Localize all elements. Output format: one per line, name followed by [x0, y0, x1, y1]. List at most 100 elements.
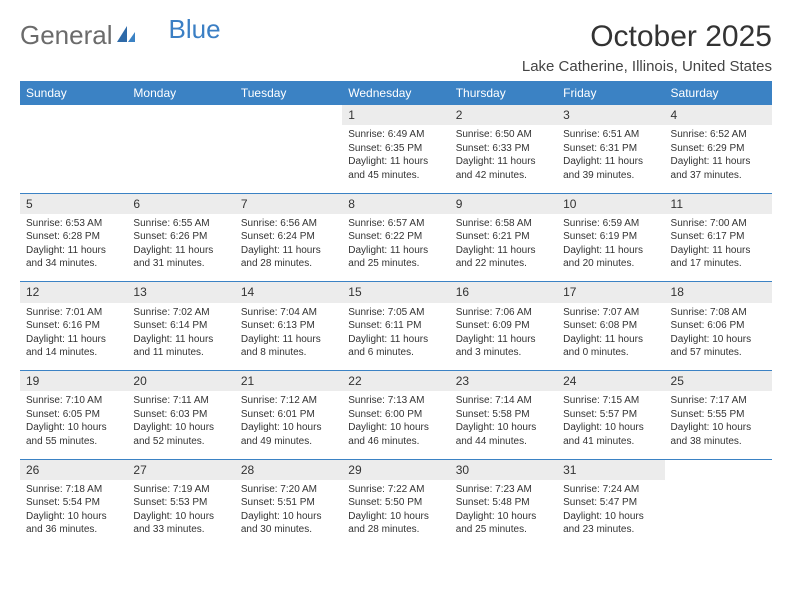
day-data-cell: Sunrise: 6:49 AMSunset: 6:35 PMDaylight:…	[342, 125, 449, 193]
sunset-text: Sunset: 5:50 PM	[348, 496, 443, 510]
day-data-cell: Sunrise: 6:59 AMSunset: 6:19 PMDaylight:…	[557, 214, 664, 282]
sunrise-text: Sunrise: 6:55 AM	[133, 217, 228, 231]
sunrise-text: Sunrise: 7:01 AM	[26, 306, 121, 320]
sunset-text: Sunset: 6:11 PM	[348, 319, 443, 333]
daylight-text: Daylight: 11 hours and 22 minutes.	[456, 244, 551, 271]
day-data-cell: Sunrise: 7:23 AMSunset: 5:48 PMDaylight:…	[450, 480, 557, 548]
sunset-text: Sunset: 6:21 PM	[456, 230, 551, 244]
day-data-cell: Sunrise: 7:17 AMSunset: 5:55 PMDaylight:…	[665, 391, 772, 459]
logo-text-general: General	[20, 20, 113, 51]
sunrise-text: Sunrise: 7:19 AM	[133, 483, 228, 497]
location-subtitle: Lake Catherine, Illinois, United States	[522, 58, 772, 75]
day-data-cell: Sunrise: 7:07 AMSunset: 6:08 PMDaylight:…	[557, 303, 664, 371]
sunrise-text: Sunrise: 7:10 AM	[26, 394, 121, 408]
day-data-cell: Sunrise: 7:10 AMSunset: 6:05 PMDaylight:…	[20, 391, 127, 459]
daylight-text: Daylight: 10 hours and 36 minutes.	[26, 510, 121, 537]
daylight-text: Daylight: 10 hours and 41 minutes.	[563, 421, 658, 448]
sunset-text: Sunset: 6:29 PM	[671, 142, 766, 156]
day-number-cell	[665, 459, 772, 480]
sunrise-text: Sunrise: 7:05 AM	[348, 306, 443, 320]
weekday-header: Thursday	[450, 81, 557, 105]
daylight-text: Daylight: 10 hours and 55 minutes.	[26, 421, 121, 448]
day-data-cell: Sunrise: 6:55 AMSunset: 6:26 PMDaylight:…	[127, 214, 234, 282]
day-data-cell: Sunrise: 6:58 AMSunset: 6:21 PMDaylight:…	[450, 214, 557, 282]
sunrise-text: Sunrise: 7:15 AM	[563, 394, 658, 408]
day-data-cell: Sunrise: 7:08 AMSunset: 6:06 PMDaylight:…	[665, 303, 772, 371]
daylight-text: Daylight: 10 hours and 25 minutes.	[456, 510, 551, 537]
sunset-text: Sunset: 5:51 PM	[241, 496, 336, 510]
weekday-header: Sunday	[20, 81, 127, 105]
day-data-cell: Sunrise: 7:06 AMSunset: 6:09 PMDaylight:…	[450, 303, 557, 371]
sunset-text: Sunset: 6:01 PM	[241, 408, 336, 422]
sunset-text: Sunset: 5:55 PM	[671, 408, 766, 422]
day-data-cell: Sunrise: 7:18 AMSunset: 5:54 PMDaylight:…	[20, 480, 127, 548]
calendar-body: 1234Sunrise: 6:49 AMSunset: 6:35 PMDayli…	[20, 105, 772, 548]
day-data-cell: Sunrise: 7:14 AMSunset: 5:58 PMDaylight:…	[450, 391, 557, 459]
day-data-cell	[235, 125, 342, 193]
day-number-cell: 25	[665, 371, 772, 392]
day-data-cell: Sunrise: 7:19 AMSunset: 5:53 PMDaylight:…	[127, 480, 234, 548]
sunset-text: Sunset: 5:58 PM	[456, 408, 551, 422]
day-data-cell: Sunrise: 6:52 AMSunset: 6:29 PMDaylight:…	[665, 125, 772, 193]
sunrise-text: Sunrise: 7:02 AM	[133, 306, 228, 320]
day-data-cell: Sunrise: 7:02 AMSunset: 6:14 PMDaylight:…	[127, 303, 234, 371]
day-number-cell: 9	[450, 193, 557, 214]
sunset-text: Sunset: 6:08 PM	[563, 319, 658, 333]
sunrise-text: Sunrise: 7:07 AM	[563, 306, 658, 320]
daylight-text: Daylight: 11 hours and 25 minutes.	[348, 244, 443, 271]
daylight-text: Daylight: 10 hours and 44 minutes.	[456, 421, 551, 448]
sunrise-text: Sunrise: 7:14 AM	[456, 394, 551, 408]
day-data-cell	[665, 480, 772, 548]
day-number-row: 19202122232425	[20, 371, 772, 392]
day-data-cell: Sunrise: 7:11 AMSunset: 6:03 PMDaylight:…	[127, 391, 234, 459]
sunrise-text: Sunrise: 7:13 AM	[348, 394, 443, 408]
day-data-cell: Sunrise: 7:05 AMSunset: 6:11 PMDaylight:…	[342, 303, 449, 371]
day-number-cell: 27	[127, 459, 234, 480]
day-number-cell: 18	[665, 282, 772, 303]
sunset-text: Sunset: 5:57 PM	[563, 408, 658, 422]
daylight-text: Daylight: 10 hours and 52 minutes.	[133, 421, 228, 448]
calendar-page: { "logo": { "textGeneral": "General", "t…	[0, 0, 792, 612]
sunset-text: Sunset: 6:13 PM	[241, 319, 336, 333]
daylight-text: Daylight: 10 hours and 57 minutes.	[671, 333, 766, 360]
day-number-cell: 31	[557, 459, 664, 480]
daylight-text: Daylight: 10 hours and 33 minutes.	[133, 510, 228, 537]
day-number-cell: 7	[235, 193, 342, 214]
sunset-text: Sunset: 6:33 PM	[456, 142, 551, 156]
sunset-text: Sunset: 6:06 PM	[671, 319, 766, 333]
day-data-cell: Sunrise: 7:13 AMSunset: 6:00 PMDaylight:…	[342, 391, 449, 459]
day-number-cell: 22	[342, 371, 449, 392]
sunrise-text: Sunrise: 6:56 AM	[241, 217, 336, 231]
sunrise-text: Sunrise: 7:04 AM	[241, 306, 336, 320]
daylight-text: Daylight: 11 hours and 14 minutes.	[26, 333, 121, 360]
daylight-text: Daylight: 11 hours and 17 minutes.	[671, 244, 766, 271]
page-header: General Blue October 2025 Lake Catherine…	[20, 20, 772, 75]
sunset-text: Sunset: 6:35 PM	[348, 142, 443, 156]
day-number-cell: 5	[20, 193, 127, 214]
day-number-cell: 14	[235, 282, 342, 303]
sunrise-text: Sunrise: 6:58 AM	[456, 217, 551, 231]
day-number-cell: 13	[127, 282, 234, 303]
sunset-text: Sunset: 6:26 PM	[133, 230, 228, 244]
day-number-row: 262728293031	[20, 459, 772, 480]
day-number-cell	[235, 105, 342, 125]
day-number-row: 1234	[20, 105, 772, 125]
daylight-text: Daylight: 11 hours and 8 minutes.	[241, 333, 336, 360]
day-data-cell: Sunrise: 6:50 AMSunset: 6:33 PMDaylight:…	[450, 125, 557, 193]
day-data-cell: Sunrise: 7:15 AMSunset: 5:57 PMDaylight:…	[557, 391, 664, 459]
sunrise-text: Sunrise: 7:08 AM	[671, 306, 766, 320]
day-data-row: Sunrise: 7:18 AMSunset: 5:54 PMDaylight:…	[20, 480, 772, 548]
daylight-text: Daylight: 11 hours and 3 minutes.	[456, 333, 551, 360]
day-number-cell: 16	[450, 282, 557, 303]
daylight-text: Daylight: 10 hours and 46 minutes.	[348, 421, 443, 448]
day-data-row: Sunrise: 6:53 AMSunset: 6:28 PMDaylight:…	[20, 214, 772, 282]
daylight-text: Daylight: 11 hours and 31 minutes.	[133, 244, 228, 271]
day-number-cell: 4	[665, 105, 772, 125]
daylight-text: Daylight: 11 hours and 20 minutes.	[563, 244, 658, 271]
sunrise-text: Sunrise: 6:52 AM	[671, 128, 766, 142]
day-number-cell: 24	[557, 371, 664, 392]
sunset-text: Sunset: 6:00 PM	[348, 408, 443, 422]
weekday-header: Friday	[557, 81, 664, 105]
sunset-text: Sunset: 5:48 PM	[456, 496, 551, 510]
sunset-text: Sunset: 5:54 PM	[26, 496, 121, 510]
